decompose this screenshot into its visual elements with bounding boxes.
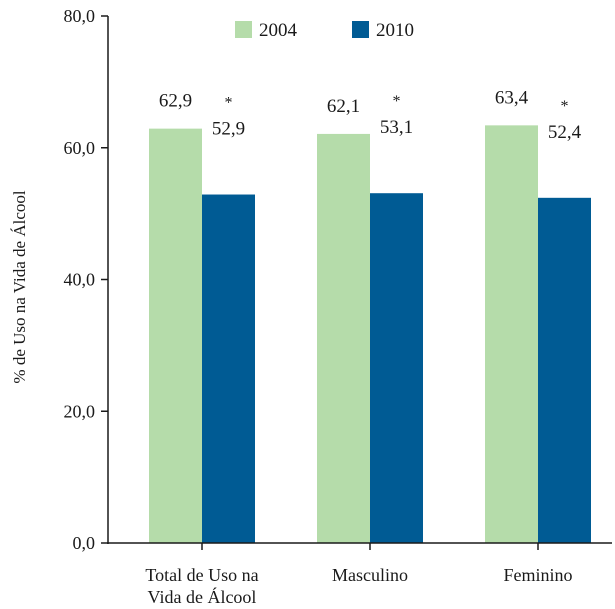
significance-marker: * bbox=[225, 95, 233, 112]
value-label: 62,1 bbox=[327, 96, 360, 117]
value-label: 63,4 bbox=[495, 87, 529, 108]
y-axis-title: % de Uso na Vida de Álcool bbox=[10, 190, 29, 383]
bar-2004-1 bbox=[317, 133, 370, 543]
legend-label: 2010 bbox=[376, 20, 414, 41]
bar-2010-1 bbox=[370, 193, 423, 544]
x-tick-label: Total de Uso na bbox=[145, 565, 258, 585]
bar-2004-2 bbox=[485, 125, 538, 543]
value-label: 52,4 bbox=[548, 122, 582, 143]
significance-marker: * bbox=[393, 93, 401, 110]
bar-2010-2 bbox=[538, 197, 591, 543]
bar-2010-0 bbox=[202, 194, 255, 544]
y-tick-label: 60,0 bbox=[64, 138, 96, 158]
x-tick-label: Vida de Álcool bbox=[148, 586, 257, 607]
value-label: 52,9 bbox=[212, 119, 245, 140]
value-label: 53,1 bbox=[380, 117, 413, 138]
value-label: 62,9 bbox=[159, 91, 192, 112]
y-tick-label: 40,0 bbox=[64, 270, 96, 290]
y-tick-label: 20,0 bbox=[64, 401, 96, 421]
legend-label: 2004 bbox=[259, 20, 298, 41]
significance-marker: * bbox=[561, 98, 569, 115]
x-tick-label: Masculino bbox=[332, 565, 408, 585]
y-tick-label: 80,0 bbox=[64, 6, 96, 26]
legend-swatch-2010 bbox=[352, 21, 369, 38]
x-tick-label: Feminino bbox=[503, 565, 572, 585]
legend-swatch-2004 bbox=[235, 21, 252, 38]
y-tick-label: 0,0 bbox=[73, 533, 96, 553]
bars: 62,9 52,9 * 62,1 53,1 * 63,4 52,4 * bbox=[149, 87, 591, 544]
bar-2004-0 bbox=[149, 128, 202, 544]
legend: 2004 2010 bbox=[235, 20, 414, 41]
